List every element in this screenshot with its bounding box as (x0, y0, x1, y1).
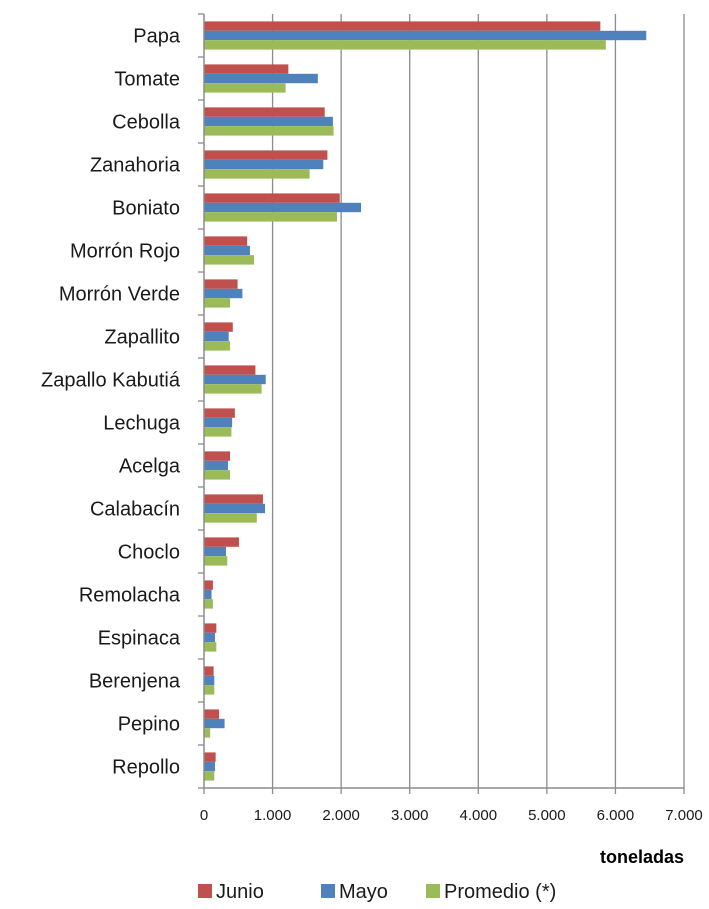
bar-mayo-pepino (204, 718, 225, 729)
category-label-boniato: Boniato (112, 198, 180, 220)
bar-junio-repollo (204, 752, 216, 762)
bar-promedio-remolacha (204, 599, 213, 609)
bar-mayo-zapallito (204, 331, 229, 342)
bar-promedio-zapallito (204, 341, 231, 351)
bars (204, 21, 647, 781)
bar-junio-lechuga (204, 408, 235, 418)
bar-junio-tomate (204, 64, 289, 74)
bar-mayo-remolacha (204, 589, 212, 600)
bar-junio-espinaca (204, 623, 217, 633)
bar-mayo-choclo (204, 546, 226, 557)
bar-junio-zapallito (204, 322, 233, 332)
tick-labels: 0 1.000 2.000 3.000 4.000 5.000 6.000 7.000 (200, 807, 703, 824)
bar-junio-morron-rojo (204, 236, 248, 246)
bar-mayo-zapallo-kabutia (204, 374, 266, 385)
category-label-espinaca: Espinaca (98, 628, 181, 650)
bar-junio-zapallo-kabutia (204, 365, 256, 375)
bar-junio-choclo (204, 537, 239, 547)
bar-promedio-choclo (204, 556, 228, 566)
category-label-choclo: Choclo (118, 542, 180, 564)
bar-promedio-zapallo-kabutia (204, 384, 262, 394)
bar-junio-remolacha (204, 580, 213, 590)
bar-mayo-zanahoria (204, 159, 324, 170)
bar-promedio-tomate (204, 83, 286, 93)
grid-lines (271, 14, 685, 788)
x-tick-label: 5.000 (528, 807, 566, 824)
bar-mayo-repollo (204, 761, 215, 772)
bar-mayo-acelga (204, 460, 228, 471)
x-tick-label: 2.000 (322, 807, 360, 824)
bar-mayo-berenjena (204, 675, 215, 686)
bar-promedio-repollo (204, 771, 215, 781)
bar-junio-morron-verde (204, 279, 238, 289)
category-label-repollo: Repollo (112, 757, 180, 779)
legend-label-mayo: Mayo (339, 881, 388, 903)
bar-junio-berenjena (204, 666, 214, 676)
x-tick-label: 3.000 (391, 807, 429, 824)
bar-promedio-calabacin (204, 513, 257, 523)
bar-mayo-morron-verde (204, 288, 243, 299)
bar-junio-papa (204, 21, 601, 31)
category-label-morron-rojo: Morrón Rojo (70, 241, 180, 263)
category-label-berenjena: Berenjena (89, 671, 181, 693)
bar-promedio-lechuga (204, 427, 232, 437)
bar-junio-zanahoria (204, 150, 328, 160)
bar-mayo-lechuga (204, 417, 233, 428)
bar-promedio-pepino (204, 728, 211, 738)
bar-junio-boniato (204, 193, 340, 203)
axes (198, 13, 685, 794)
category-label-calabacin: Calabacín (90, 499, 180, 521)
bar-mayo-calabacin (204, 503, 266, 514)
bar-mayo-espinaca (204, 632, 215, 643)
bar-junio-calabacin (204, 494, 263, 504)
category-label-cebolla: Cebolla (112, 112, 181, 134)
bar-junio-acelga (204, 451, 231, 461)
category-label-morron-verde: Morrón Verde (59, 284, 180, 306)
category-labels: Papa Tomate Cebolla Zanahoria Boniato Morrón … (41, 26, 181, 779)
category-label-zanahoria: Zanahoria (90, 155, 181, 177)
bar-mayo-morron-rojo (204, 245, 250, 256)
bar-promedio-espinaca (204, 642, 217, 652)
bar-mayo-papa (204, 30, 647, 41)
category-label-remolacha: Remolacha (79, 585, 181, 607)
category-label-pepino: Pepino (118, 714, 180, 736)
x-tick-label: 0 (200, 807, 208, 824)
category-label-zapallo-kabutia: Zapallo Kabutiá (41, 370, 181, 392)
category-label-tomate: Tomate (114, 69, 180, 91)
bar-mayo-cebolla (204, 116, 333, 127)
bar-junio-cebolla (204, 107, 325, 117)
category-label-lechuga: Lechuga (103, 413, 181, 435)
bar-junio-pepino (204, 709, 220, 719)
legend-label-promedio: Promedio (*) (444, 881, 556, 903)
x-tick-label: 6.000 (597, 807, 635, 824)
bar-mayo-boniato (204, 202, 362, 213)
legend-swatch-mayo (321, 884, 335, 898)
bar-promedio-papa (204, 40, 606, 50)
legend-label-junio: Junio (216, 881, 264, 903)
x-tick-label: 4.000 (460, 807, 498, 824)
x-tick-label: 7.000 (665, 807, 703, 824)
bar-promedio-morron-rojo (204, 255, 255, 265)
bar-promedio-berenjena (204, 685, 215, 695)
bar-mayo-tomate (204, 73, 318, 84)
x-axis-unit-label: toneladas (600, 847, 684, 867)
category-label-papa: Papa (133, 26, 181, 48)
bar-promedio-morron-verde (204, 298, 231, 308)
legend-swatch-promedio (426, 884, 440, 898)
legend: Junio Mayo Promedio (*) (198, 881, 556, 903)
bar-promedio-cebolla (204, 126, 334, 136)
bar-promedio-boniato (204, 212, 338, 222)
category-label-zapallito: Zapallito (104, 327, 180, 349)
bar-promedio-zanahoria (204, 169, 310, 179)
legend-swatch-junio (198, 884, 212, 898)
bar-promedio-acelga (204, 470, 231, 480)
x-tick-label: 1.000 (254, 807, 292, 824)
category-label-acelga: Acelga (119, 456, 181, 478)
